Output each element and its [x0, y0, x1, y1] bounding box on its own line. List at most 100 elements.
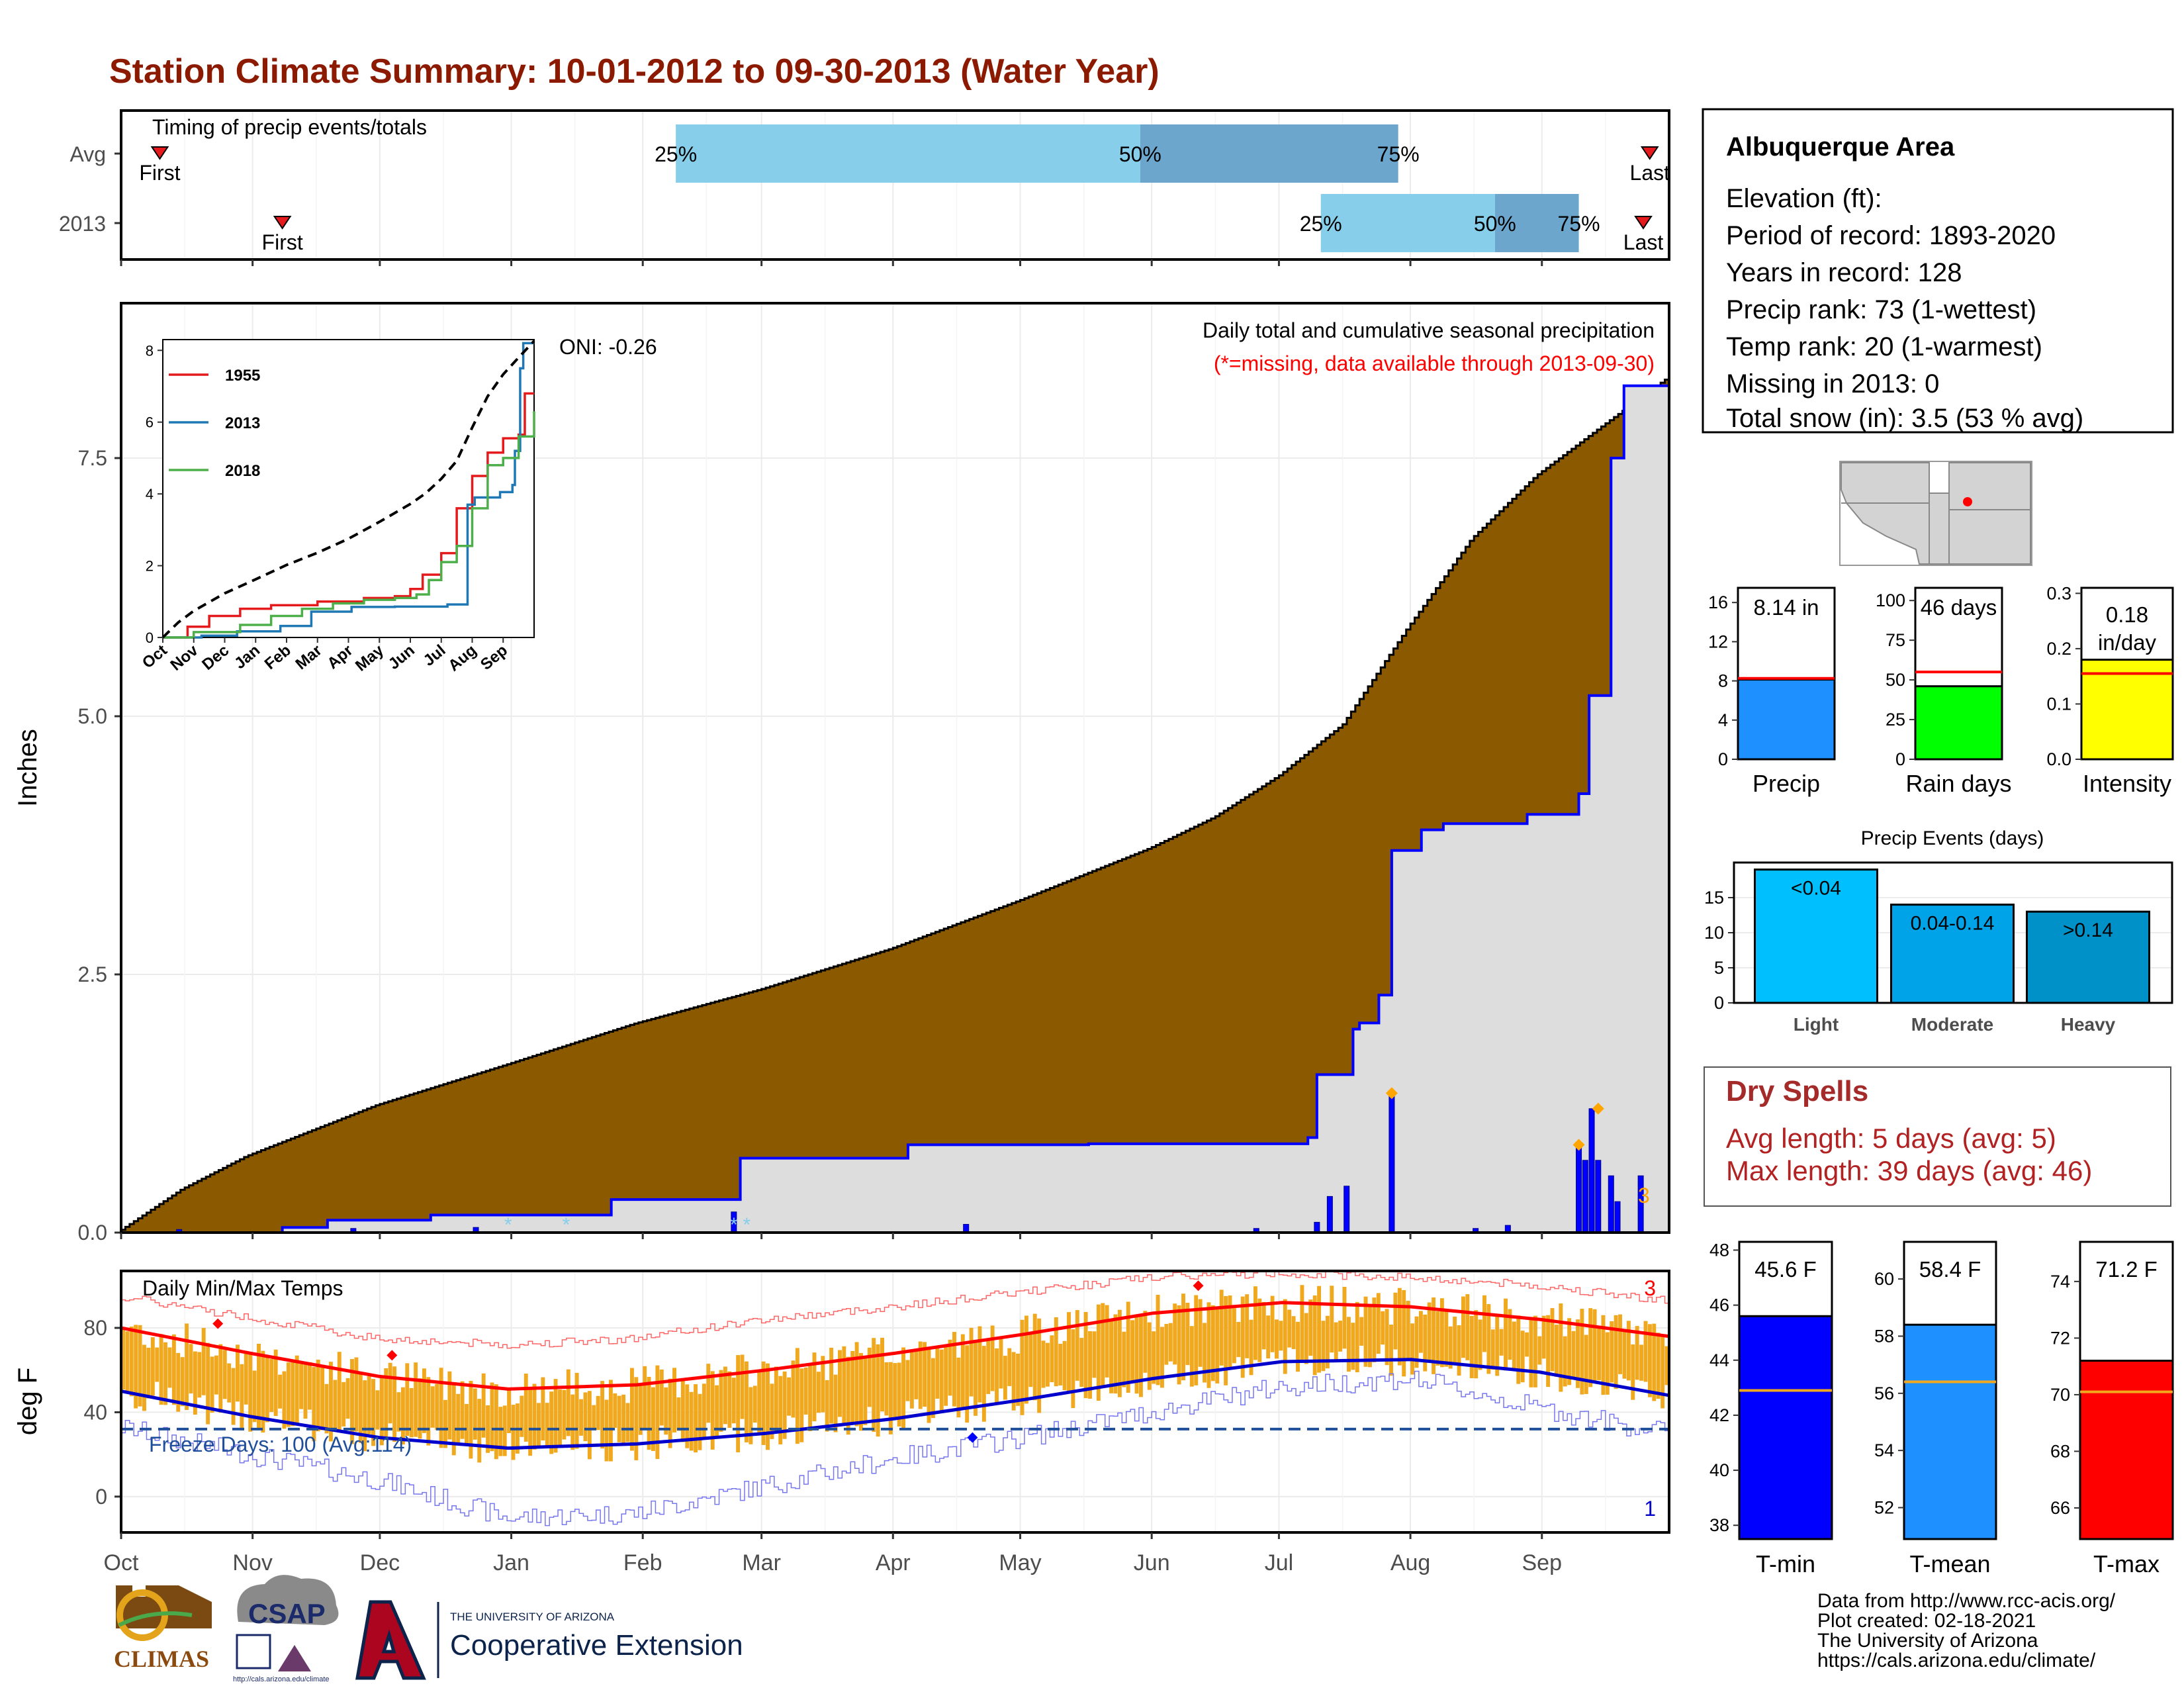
daily-temp-bar — [1245, 1294, 1250, 1358]
extreme-event-marker — [1385, 1087, 1398, 1100]
daily-temp-bar — [312, 1367, 316, 1442]
ua-small-text: THE UNIVERSITY OF ARIZONA — [450, 1611, 615, 1623]
daily-temp-bar — [829, 1348, 834, 1424]
info-line: Elevation (ft): — [1726, 184, 1882, 213]
value-bar — [1903, 1323, 1997, 1540]
daily-temp-bar — [1219, 1289, 1224, 1366]
timing-marker — [273, 216, 292, 230]
daily-temp-bar — [163, 1342, 167, 1405]
timing-bar-low — [1320, 194, 1495, 252]
daily-temp-bar — [1474, 1310, 1479, 1379]
daily-temp-bar — [859, 1352, 863, 1431]
daily-temp-bar — [621, 1394, 626, 1446]
extreme-event-marker — [1592, 1102, 1604, 1115]
daily-temp-bar — [1304, 1313, 1308, 1364]
daily-temp-bar — [1092, 1331, 1097, 1378]
daily-temp-bar — [1490, 1329, 1495, 1370]
daily-temp-bar — [358, 1374, 363, 1443]
daily-temp-bar — [1478, 1319, 1482, 1370]
month-tick-label: Jul — [1265, 1550, 1293, 1575]
csap-url: http://cals.arizona.edu/climate — [233, 1675, 330, 1683]
timing-pct-label: 50% — [1474, 212, 1516, 236]
daily-temp-bar — [1198, 1299, 1203, 1367]
inset-y-tick-label: 6 — [146, 414, 154, 431]
daily-temp-bar — [698, 1393, 702, 1450]
daily-temp-bar — [842, 1346, 846, 1425]
daily-temp-bar — [803, 1367, 808, 1415]
daily-temp-bar — [142, 1344, 146, 1411]
daily-temp-bar — [995, 1348, 999, 1403]
temp-panel: Daily Min/Max Temps Freeze Days: 100 (Avg… — [13, 1269, 1670, 1539]
daily-temp-bar — [1117, 1309, 1122, 1397]
inset-x-tick-label: Feb — [261, 641, 295, 673]
daily-temp-bar — [587, 1391, 592, 1460]
footer-line: https://cals.arizona.edu/climate/ — [1817, 1650, 2096, 1671]
daily-temp-bar — [1032, 1313, 1037, 1401]
missing-mark: * — [563, 1214, 570, 1236]
daily-precip-bar — [1582, 1160, 1588, 1233]
y-tick-label: 0.3 — [2046, 583, 2071, 603]
value-bar — [2080, 659, 2174, 761]
daily-temp-bar — [265, 1357, 269, 1423]
record-low-count: 1 — [1644, 1497, 1656, 1521]
dry-spells-line: Max length: 39 days (avg: 46) — [1726, 1155, 2092, 1186]
timing-pct-label: 50% — [1119, 142, 1161, 166]
daily-temp-bar — [286, 1362, 291, 1427]
daily-temp-bar — [1432, 1297, 1436, 1374]
daily-temp-bar — [1622, 1329, 1627, 1379]
y-tick-label: 44 — [1709, 1350, 1729, 1370]
value-label: 0.18 — [2106, 602, 2148, 627]
y-tick-label: 0 — [1895, 749, 1905, 769]
y-tick-label: 46 — [1709, 1295, 1729, 1315]
extreme-event-marker — [1572, 1139, 1585, 1151]
daily-temp-bar — [1325, 1315, 1330, 1369]
daily-precip-bar — [1314, 1221, 1320, 1233]
daily-temp-bar — [545, 1403, 549, 1449]
daily-temp-bar — [1533, 1315, 1537, 1387]
daily-temp-bar — [1453, 1316, 1457, 1364]
daily-temp-bar — [537, 1403, 541, 1448]
daily-temp-bar — [1083, 1311, 1088, 1399]
info-line: Period of record: 1893-2020 — [1726, 221, 2056, 250]
daily-temp-bar — [125, 1331, 130, 1393]
temp-frame — [120, 1270, 1670, 1534]
daily-precip-bar — [1576, 1144, 1582, 1233]
daily-temp-bar — [795, 1348, 799, 1444]
daily-temp-bar — [1567, 1318, 1572, 1385]
daily-temp-bar — [278, 1374, 283, 1409]
daily-temp-bar — [1520, 1331, 1525, 1383]
daily-temp-bar — [146, 1347, 151, 1399]
daily-temp-bar — [676, 1397, 681, 1431]
daily-temp-bar — [1457, 1325, 1461, 1376]
daily-temp-bar — [1330, 1286, 1334, 1353]
daily-temp-bar — [371, 1379, 375, 1446]
daily-temp-bar — [799, 1368, 804, 1442]
month-tick-label: Jan — [493, 1550, 529, 1575]
inset-legend-label: 2013 — [225, 414, 260, 432]
daily-temp-bar — [647, 1376, 651, 1450]
daily-temp-bar — [465, 1403, 469, 1446]
daily-temp-bar — [532, 1383, 537, 1450]
daily-temp-bar — [409, 1387, 414, 1438]
inset-x-tick-label: Sep — [477, 641, 511, 674]
daily-temp-bar — [825, 1380, 829, 1432]
daily-temp-bar — [761, 1361, 766, 1445]
daily-temp-bar — [1635, 1326, 1639, 1380]
daily-temp-bar — [1381, 1311, 1385, 1345]
daily-temp-bar — [740, 1354, 745, 1419]
daily-temp-bar — [770, 1383, 774, 1439]
daily-temp-bar — [498, 1407, 503, 1456]
daily-temp-bar — [528, 1389, 533, 1456]
daily-temp-bar — [638, 1384, 643, 1435]
daily-temp-bar — [1321, 1321, 1326, 1372]
value-label: 46 days — [1921, 595, 1997, 620]
inset-legend-label: 2018 — [225, 462, 260, 480]
daily-temp-bar — [541, 1377, 545, 1441]
daily-temp-bar — [1525, 1332, 1529, 1357]
events-frame — [1733, 861, 2173, 1004]
timing-marker-label: Last — [1630, 161, 1670, 185]
daily-temp-bar — [400, 1387, 405, 1445]
record-max-line — [121, 1269, 1669, 1349]
daily-temp-bar — [295, 1355, 299, 1425]
missing-note: (*=missing, data available through 2013-… — [1214, 352, 1655, 375]
